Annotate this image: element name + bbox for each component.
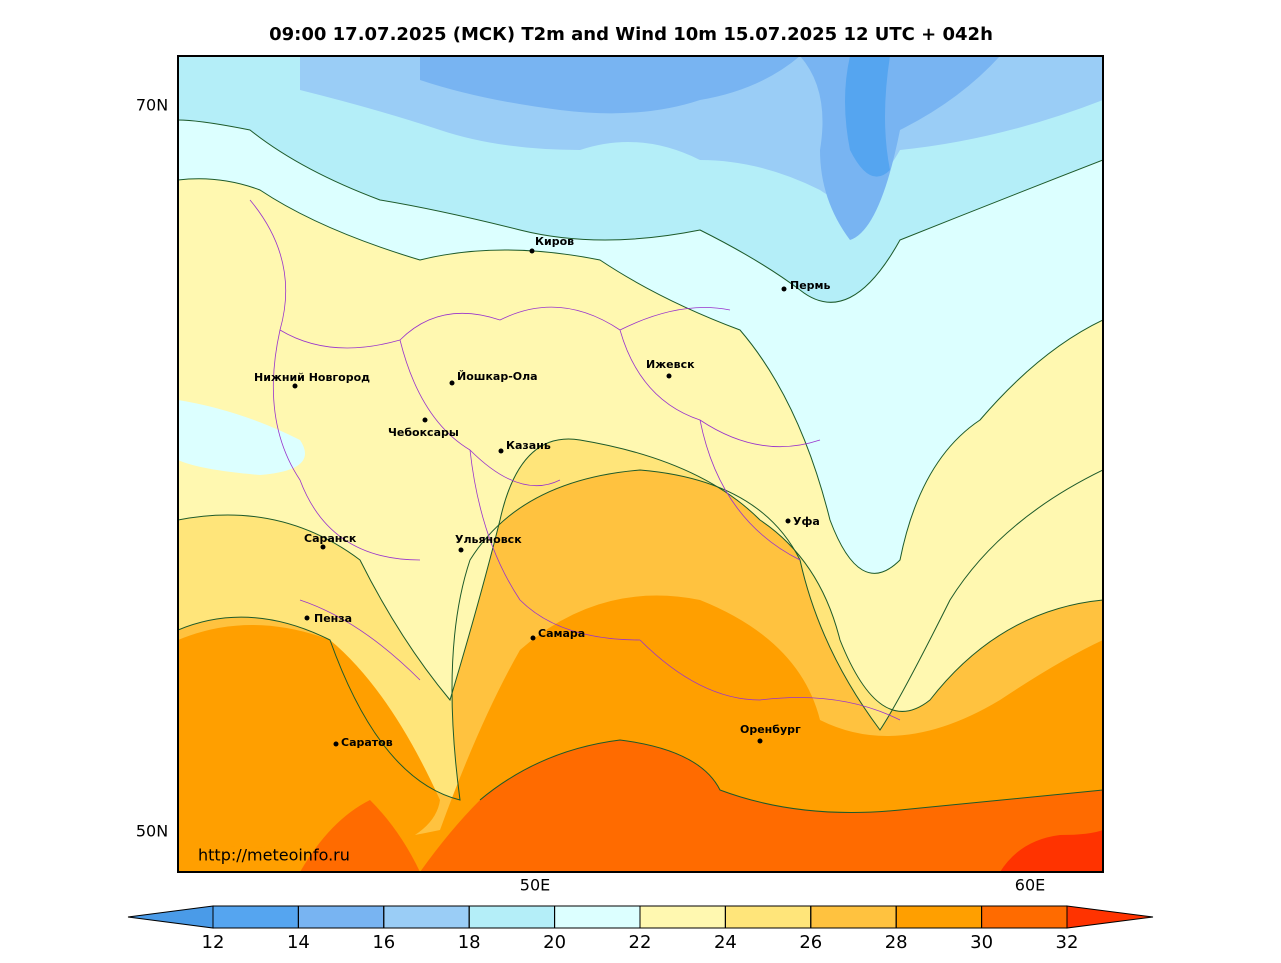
city-label: Саратов (341, 736, 393, 749)
city-label: Нижний Новгород (254, 371, 370, 384)
colorbar-tick-label: 14 (287, 932, 310, 953)
city-dot (458, 547, 464, 553)
city-label: Ижевск (646, 358, 695, 371)
colorbar-tick-label: 16 (372, 932, 395, 953)
city-label: Оренбург (740, 723, 801, 736)
city-label: Ульяновск (455, 533, 522, 546)
colorbar-extend-low (127, 905, 214, 929)
city-label: Уфа (793, 515, 820, 528)
temperature-field (178, 56, 1103, 872)
city-label: Йошкар-Ола (457, 370, 538, 383)
city-label: Казань (506, 439, 551, 452)
city-label: Саранск (304, 532, 357, 545)
lat-label: 50N (136, 822, 168, 841)
title: 09:00 17.07.2025 (МСК) T2m and Wind 10m … (269, 24, 993, 45)
city-label: Самара (538, 627, 585, 640)
map-frame (177, 55, 1104, 873)
colorbar-segment (724, 905, 812, 929)
city-dot (530, 635, 536, 641)
colorbar: 12 14 16 18 20 22 24 26 28 30 32 (127, 905, 1154, 953)
colorbar-segment (639, 905, 726, 929)
watermark: http://meteoinfo.ru (198, 846, 350, 865)
colorbar-segment (212, 905, 299, 929)
city-dot (320, 544, 326, 550)
colorbar-segment (810, 905, 897, 929)
colorbar-segment (981, 905, 1068, 929)
colorbar-tick-label: 20 (543, 932, 566, 953)
city-dot (304, 615, 310, 621)
city-label: Чебоксары (388, 426, 459, 439)
colorbar-tick-label: 22 (629, 932, 652, 953)
city-dot (785, 518, 791, 524)
colorbar-tick-label: 30 (970, 932, 993, 953)
lat-label: 70N (136, 96, 168, 115)
lon-label: 60E (1015, 876, 1045, 895)
city-dot (757, 738, 763, 744)
city-label: Киров (535, 235, 574, 248)
colorbar-tick-label: 28 (885, 932, 908, 953)
colorbar-segment (383, 905, 470, 929)
city-dot (529, 248, 535, 254)
lon-label: 50E (520, 876, 550, 895)
colorbar-tick-label: 32 (1056, 932, 1079, 953)
colorbar-segment (297, 905, 385, 929)
colorbar-tick-label: 12 (202, 932, 225, 953)
city-dot (422, 417, 428, 423)
city-dot (292, 383, 298, 389)
colorbar-segment (468, 905, 556, 929)
city-dot (498, 448, 504, 454)
colorbar-segment (895, 905, 983, 929)
colorbar-tick-label: 24 (714, 932, 737, 953)
city-dot (333, 741, 339, 747)
colorbar-tick-label: 26 (799, 932, 822, 953)
city-dot (781, 286, 787, 292)
colorbar-tick-label: 18 (458, 932, 481, 953)
city-label: Пермь (790, 279, 831, 292)
city-dot (666, 373, 672, 379)
city-dot (449, 380, 455, 386)
cities: Киров Пермь Нижний Новгород Йошкар-Ола И… (254, 235, 831, 749)
colorbar-extend-high (1066, 905, 1154, 929)
colorbar-segment (554, 905, 641, 929)
city-label: Пенза (314, 612, 352, 625)
